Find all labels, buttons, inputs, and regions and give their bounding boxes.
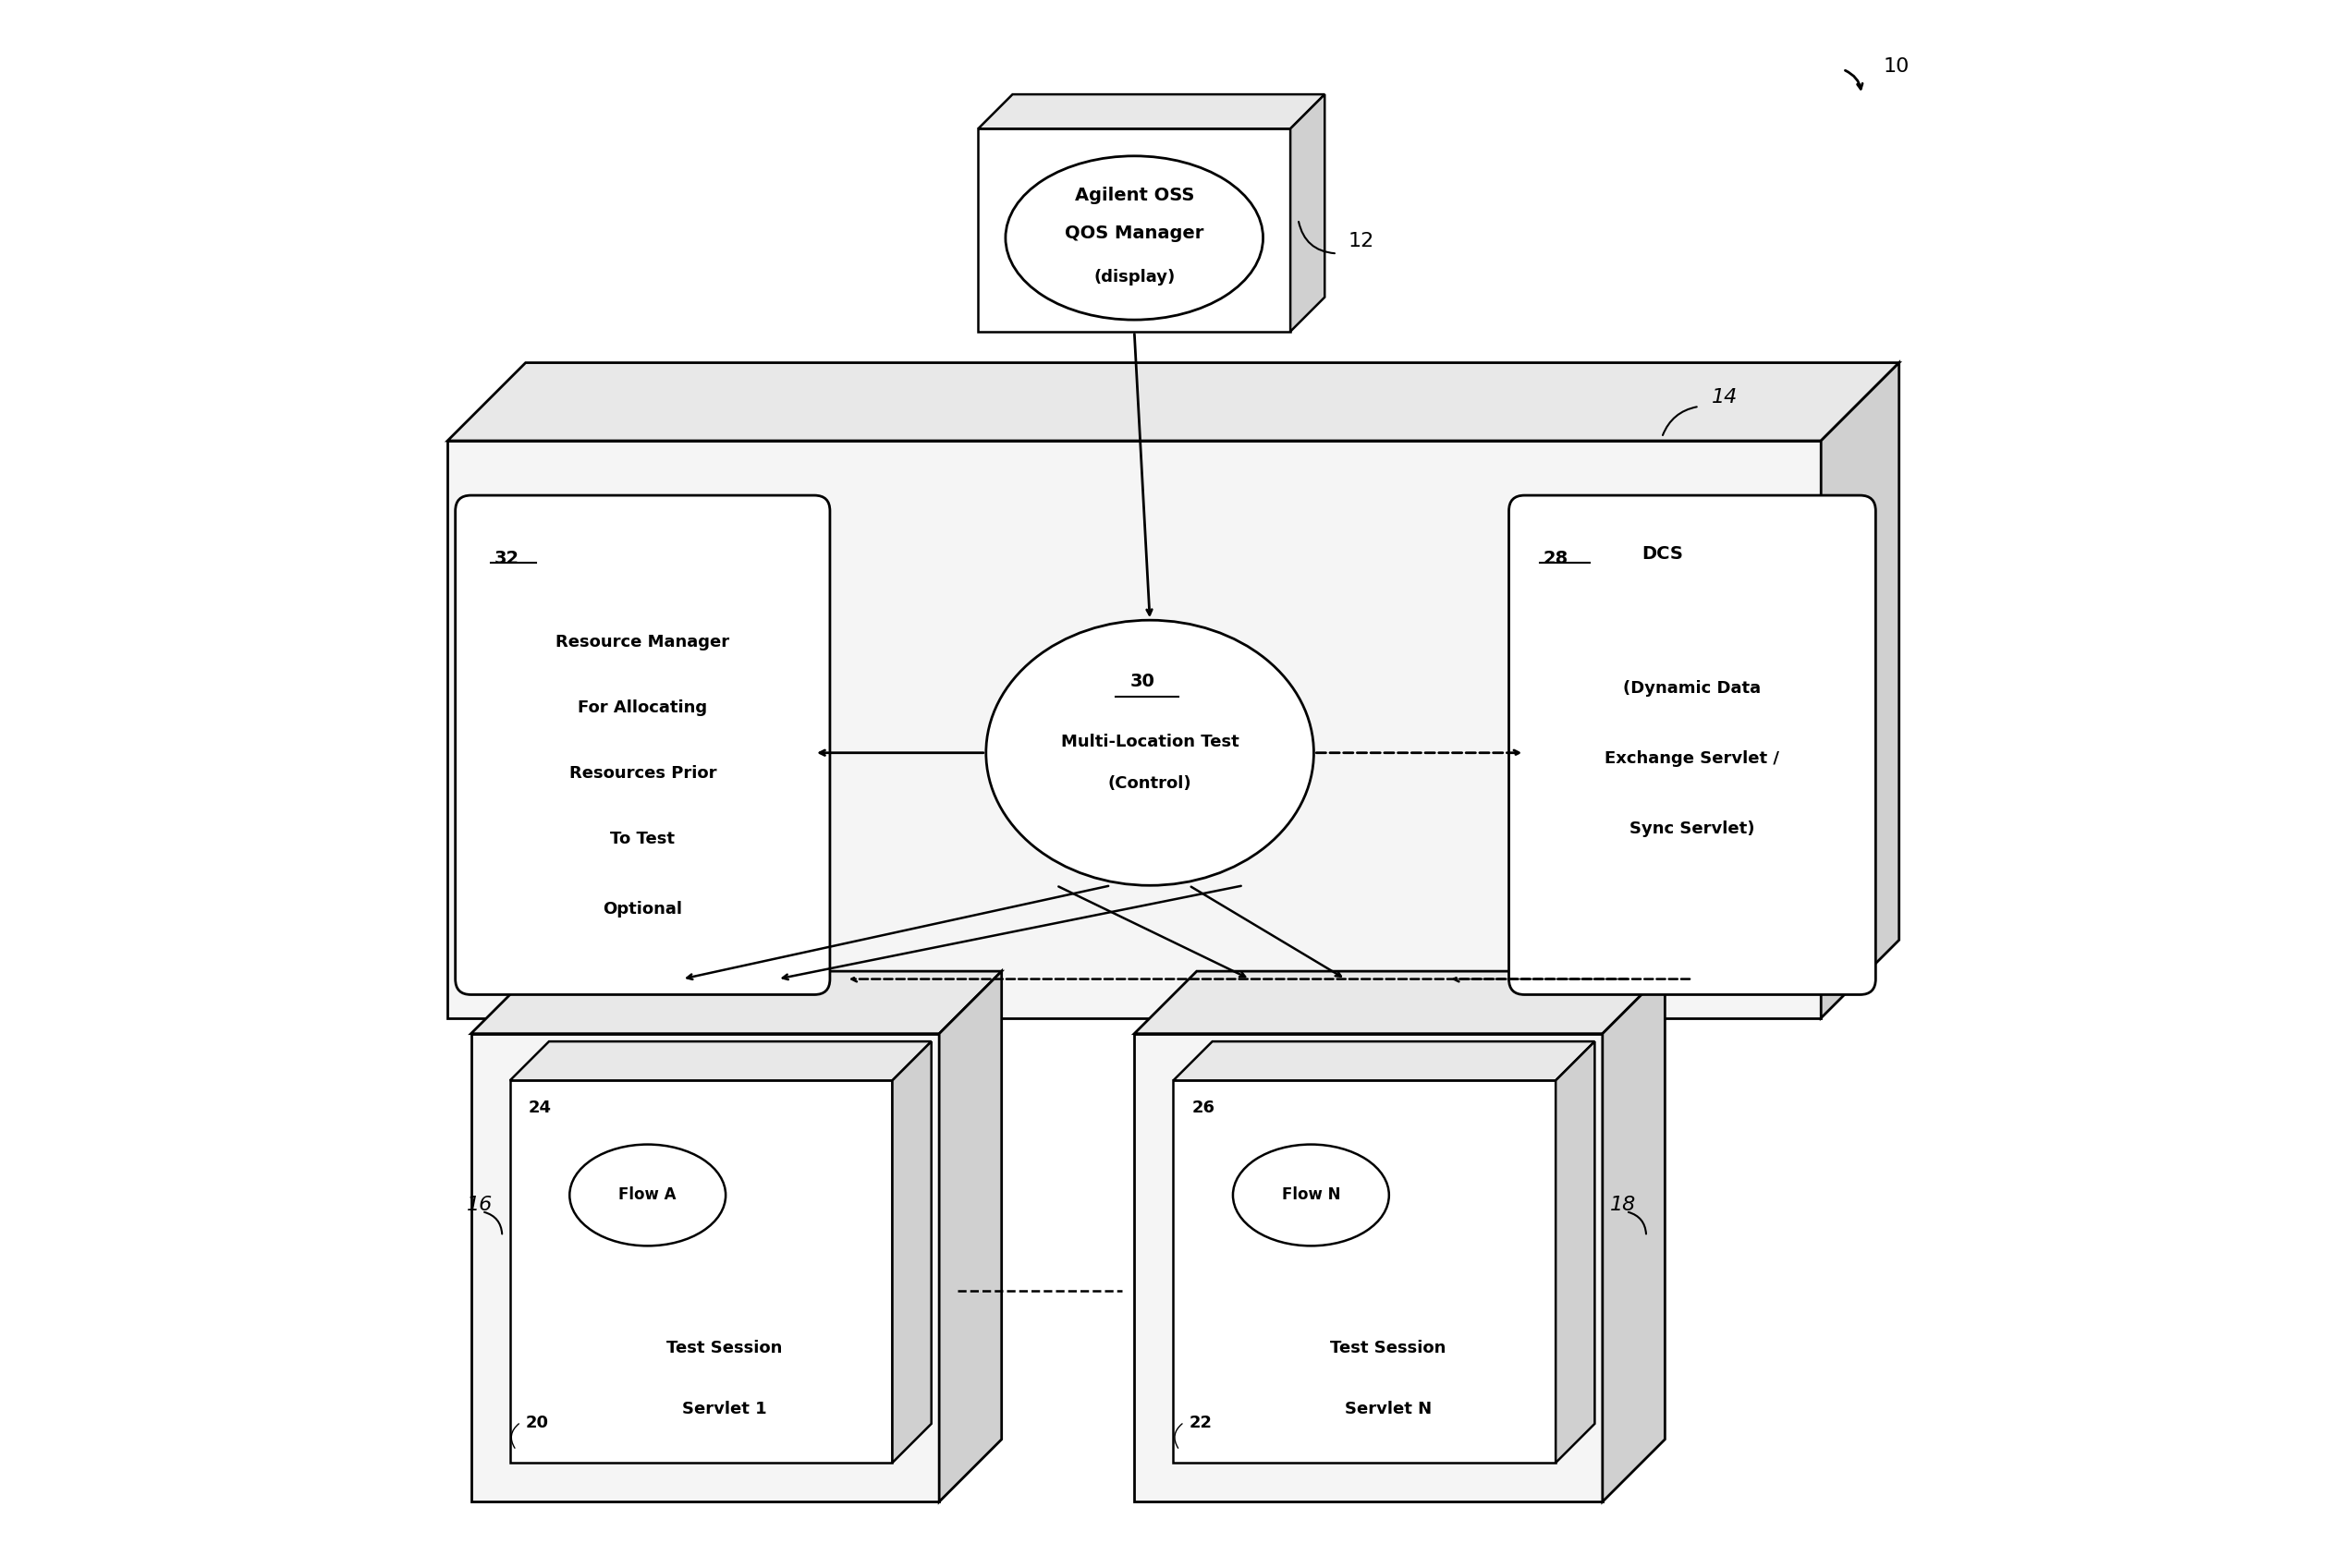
Text: DCS: DCS [1641,546,1683,563]
Polygon shape [979,129,1291,331]
Polygon shape [893,1041,932,1463]
Ellipse shape [1233,1145,1389,1247]
Text: (display): (display) [1093,268,1175,285]
Text: 18: 18 [1611,1196,1636,1215]
Text: (Dynamic Data: (Dynamic Data [1622,681,1762,698]
Polygon shape [1135,1033,1601,1502]
Polygon shape [1601,971,1664,1502]
Polygon shape [448,441,1821,1018]
Text: Servlet 1: Servlet 1 [683,1400,767,1417]
Text: 16: 16 [466,1196,492,1215]
Text: 32: 32 [494,550,520,568]
Text: 14: 14 [1711,387,1739,406]
Text: Resource Manager: Resource Manager [555,633,730,651]
Text: Test Session: Test Session [667,1339,783,1356]
Text: 10: 10 [1883,56,1909,75]
Ellipse shape [986,621,1315,886]
Text: For Allocating: For Allocating [578,699,706,717]
Polygon shape [510,1041,932,1080]
Polygon shape [1172,1041,1594,1080]
Polygon shape [1172,1080,1555,1463]
Text: QOS Manager: QOS Manager [1065,224,1203,241]
Polygon shape [979,94,1324,129]
Text: Flow A: Flow A [618,1187,676,1204]
Text: 20: 20 [524,1414,548,1432]
Text: 22: 22 [1189,1414,1212,1432]
Text: Optional: Optional [604,900,683,917]
Text: Test Session: Test Session [1331,1339,1445,1356]
Text: Sync Servlet): Sync Servlet) [1629,822,1755,837]
Polygon shape [1821,362,1900,1018]
Text: Resources Prior: Resources Prior [569,765,716,781]
Ellipse shape [1005,155,1263,320]
Text: (Control): (Control) [1107,776,1191,792]
Text: To Test: To Test [611,831,676,847]
Ellipse shape [569,1145,725,1247]
Text: 24: 24 [529,1099,552,1116]
Polygon shape [1135,971,1664,1033]
Text: Exchange Servlet /: Exchange Servlet / [1606,751,1779,767]
Text: 12: 12 [1347,232,1375,251]
Text: 26: 26 [1191,1099,1214,1116]
Polygon shape [510,1080,893,1463]
Text: Servlet N: Servlet N [1345,1400,1431,1417]
Text: Multi-Location Test: Multi-Location Test [1061,734,1240,750]
Text: Agilent OSS: Agilent OSS [1075,187,1193,204]
Polygon shape [1555,1041,1594,1463]
FancyBboxPatch shape [1508,495,1876,994]
Polygon shape [471,971,1002,1033]
Text: 30: 30 [1131,673,1154,690]
Text: Flow N: Flow N [1282,1187,1340,1204]
Polygon shape [448,362,1900,441]
Text: 28: 28 [1543,550,1569,568]
Polygon shape [471,1033,939,1502]
Polygon shape [939,971,1002,1502]
FancyBboxPatch shape [455,495,830,994]
Polygon shape [1291,94,1324,331]
